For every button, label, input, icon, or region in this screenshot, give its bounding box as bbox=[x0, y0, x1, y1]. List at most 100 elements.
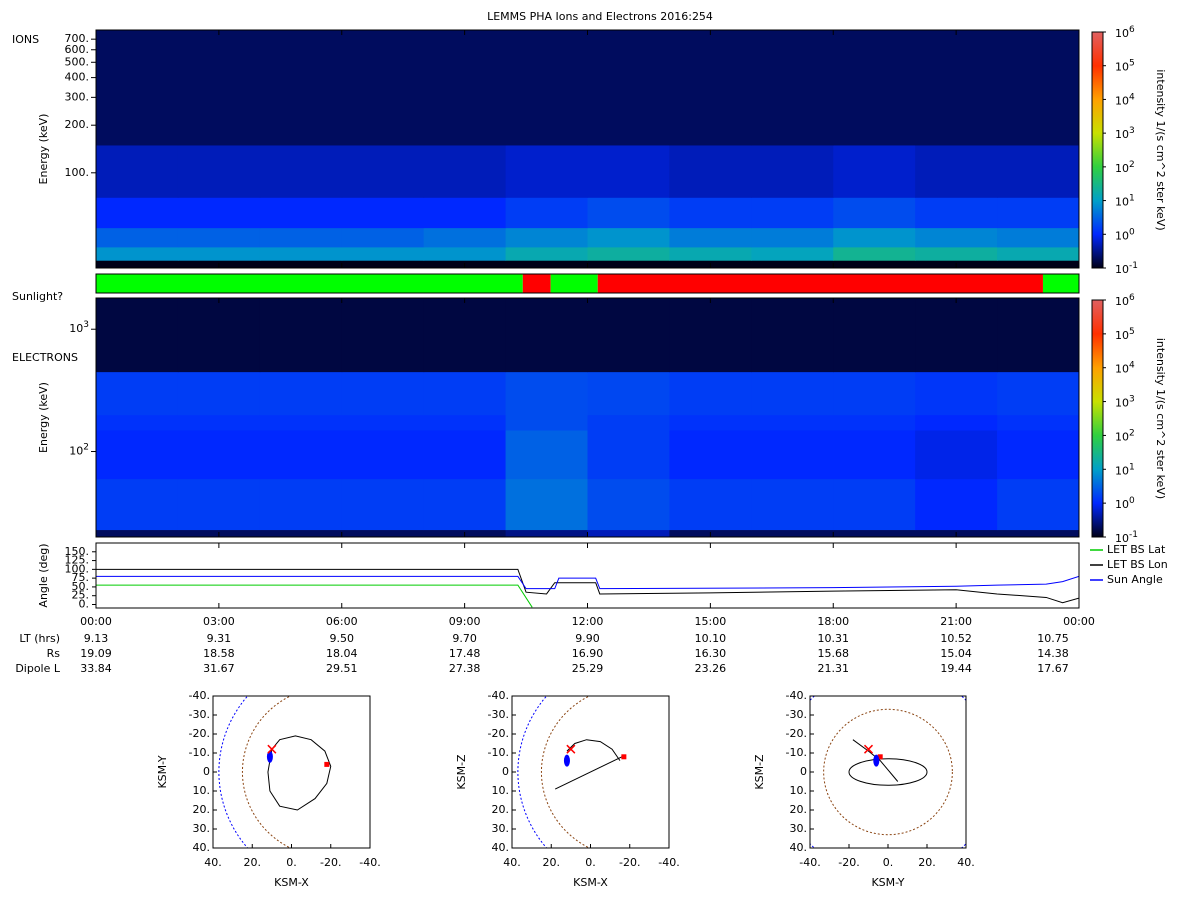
ephemeris-value: 9.70 bbox=[452, 632, 477, 645]
y-tick-label: 20. bbox=[193, 803, 211, 816]
heatmap-cell bbox=[669, 298, 752, 373]
heatmap-cell bbox=[259, 298, 343, 373]
heatmap-cell bbox=[997, 478, 1080, 531]
y-tick-label: 30. bbox=[193, 822, 211, 835]
heatmap-cell bbox=[751, 197, 834, 229]
heatmap-cell bbox=[341, 144, 425, 198]
exponent: 6 bbox=[1129, 293, 1135, 303]
x-tick-label: 0. bbox=[585, 856, 596, 869]
heatmap-cell bbox=[423, 246, 507, 261]
x-tick-label: 00:00 bbox=[80, 615, 112, 628]
heatmap-cell bbox=[423, 144, 507, 198]
heatmap-cell bbox=[833, 144, 916, 198]
heatmap-cell bbox=[259, 144, 343, 198]
y-tick-label: 10. bbox=[193, 784, 211, 797]
heatmap-cell bbox=[259, 227, 343, 248]
heatmap-cell bbox=[751, 529, 834, 538]
angle-line bbox=[96, 568, 1079, 604]
x-axis-label: KSM-X bbox=[274, 876, 309, 889]
heatmap-cell bbox=[751, 227, 834, 248]
heatmap-cell bbox=[915, 371, 998, 416]
ephemeris-value: 9.31 bbox=[207, 632, 232, 645]
ephemeris-value: 14.38 bbox=[1037, 647, 1069, 660]
ephemeris-value: 31.67 bbox=[203, 662, 235, 675]
heatmap-cell bbox=[259, 30, 343, 146]
exponent: 2 bbox=[1129, 159, 1135, 169]
ephemeris-value: 29.51 bbox=[326, 662, 358, 675]
heatmap-cell bbox=[423, 414, 507, 431]
heatmap-cell bbox=[751, 260, 834, 269]
heatmap-cell bbox=[587, 260, 670, 269]
ephemeris-value: 27.38 bbox=[449, 662, 481, 675]
colorbar bbox=[1091, 31, 1104, 269]
heatmap-cell bbox=[259, 478, 343, 531]
heatmap-cell bbox=[177, 197, 261, 229]
x-tick-label: 20. bbox=[918, 856, 936, 869]
heatmap-cell bbox=[259, 414, 343, 431]
heatmap-cell bbox=[96, 414, 179, 431]
y-tick-label: 30. bbox=[790, 822, 808, 835]
heatmap-cell bbox=[423, 197, 507, 229]
heatmap-cell bbox=[96, 371, 179, 416]
y-tick-label: -30. bbox=[488, 708, 509, 721]
heatmap-cell bbox=[423, 371, 507, 416]
orbit-track bbox=[267, 735, 332, 811]
marker bbox=[621, 754, 627, 760]
y-tick-label: -40. bbox=[189, 689, 210, 702]
heatmap-cell bbox=[96, 30, 179, 146]
heatmap-cell bbox=[177, 478, 261, 531]
heatmap-cell bbox=[96, 478, 179, 531]
heatmap-cell bbox=[997, 414, 1080, 431]
ephemeris-value: 17.48 bbox=[449, 647, 481, 660]
heatmap-cell bbox=[997, 227, 1080, 248]
heatmap-cell bbox=[997, 197, 1080, 229]
y-tick-label: 40. bbox=[492, 841, 510, 854]
y-tick-label: 25. bbox=[72, 589, 90, 602]
y-tick-label: 500. bbox=[65, 55, 90, 68]
heatmap-cell bbox=[505, 478, 588, 531]
y-tick-label: -10. bbox=[488, 746, 509, 759]
ephemeris-value: 18.58 bbox=[203, 647, 235, 660]
heatmap-cell bbox=[505, 197, 588, 229]
panel-label: ELECTRONS bbox=[12, 351, 78, 364]
heatmap-cell bbox=[341, 478, 425, 531]
heatmap-cell bbox=[751, 298, 834, 373]
ephemeris-value: 33.84 bbox=[80, 662, 112, 675]
y-tick-label: 30. bbox=[492, 822, 510, 835]
heatmap-cell bbox=[423, 478, 507, 531]
heatmap-cell bbox=[96, 144, 179, 198]
y-tick-label: 400. bbox=[65, 71, 90, 84]
heatmap-cell bbox=[96, 227, 179, 248]
heatmap-cell bbox=[751, 144, 834, 198]
heatmap-cell bbox=[177, 246, 261, 261]
heatmap-cell bbox=[669, 246, 752, 261]
heatmap-cell bbox=[833, 529, 916, 538]
y-tick-label: -20. bbox=[189, 727, 210, 740]
y-tick-label: -20. bbox=[488, 727, 509, 740]
boundary bbox=[823, 708, 953, 836]
y-tick-label: 10. bbox=[492, 784, 510, 797]
heatmap-cell bbox=[915, 227, 998, 248]
heatmap-cell bbox=[751, 30, 834, 146]
heatmap-cell bbox=[833, 414, 916, 431]
heatmap-cell bbox=[177, 429, 261, 480]
exponent: 2 bbox=[1129, 428, 1135, 438]
heatmap-cell bbox=[997, 371, 1080, 416]
heatmap-cell bbox=[505, 414, 588, 431]
x-tick-label: 09:00 bbox=[449, 615, 481, 628]
y-tick-label: 0 bbox=[800, 765, 807, 778]
y-tick-label: -40. bbox=[786, 689, 807, 702]
heatmap-cell bbox=[505, 429, 588, 480]
heatmap-cell bbox=[341, 197, 425, 229]
heatmap-cell bbox=[833, 298, 916, 373]
angle-line bbox=[96, 575, 1079, 590]
heatmap-cell bbox=[423, 429, 507, 480]
legend-label: LET BS Lon bbox=[1107, 558, 1168, 571]
heatmap-cell bbox=[341, 298, 425, 373]
heatmap-cell bbox=[669, 478, 752, 531]
heatmap-cell bbox=[505, 298, 588, 373]
sunlight-segment bbox=[1042, 274, 1079, 293]
heatmap-cell bbox=[341, 429, 425, 480]
legend-label: LET BS Lat bbox=[1107, 543, 1166, 556]
